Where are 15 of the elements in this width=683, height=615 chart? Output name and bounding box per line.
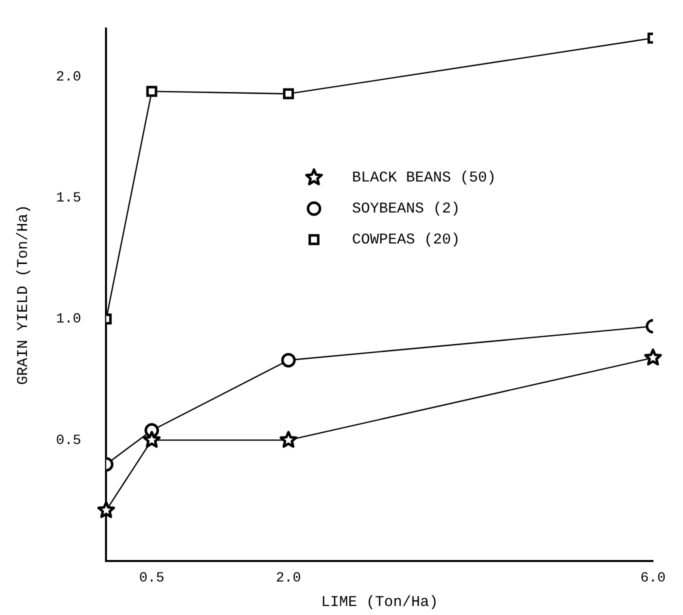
y-tick-label: 1.0 bbox=[56, 312, 82, 328]
point bbox=[97, 501, 116, 518]
legend-label: SOYBEANS (2) bbox=[352, 200, 460, 218]
x-tick-label: 0.5 bbox=[139, 570, 164, 586]
legend-label: BLACK BEANS (50) bbox=[352, 170, 496, 187]
y-tick-label: 2.0 bbox=[56, 70, 82, 86]
y-axis-title: GRAIN YIELD (Ton/Ha) bbox=[14, 204, 32, 385]
point bbox=[142, 430, 161, 448]
y-tick-label: 1.5 bbox=[56, 190, 82, 207]
x-axis-title: LIME (Ton/Ha) bbox=[321, 594, 438, 611]
point bbox=[280, 430, 298, 448]
x-tick-label: 2.0 bbox=[276, 570, 302, 586]
legend-label: COWPEAS (20) bbox=[352, 232, 460, 249]
x-tick-label: 6.0 bbox=[640, 570, 666, 586]
y-tick-label: 0.5 bbox=[56, 432, 82, 449]
